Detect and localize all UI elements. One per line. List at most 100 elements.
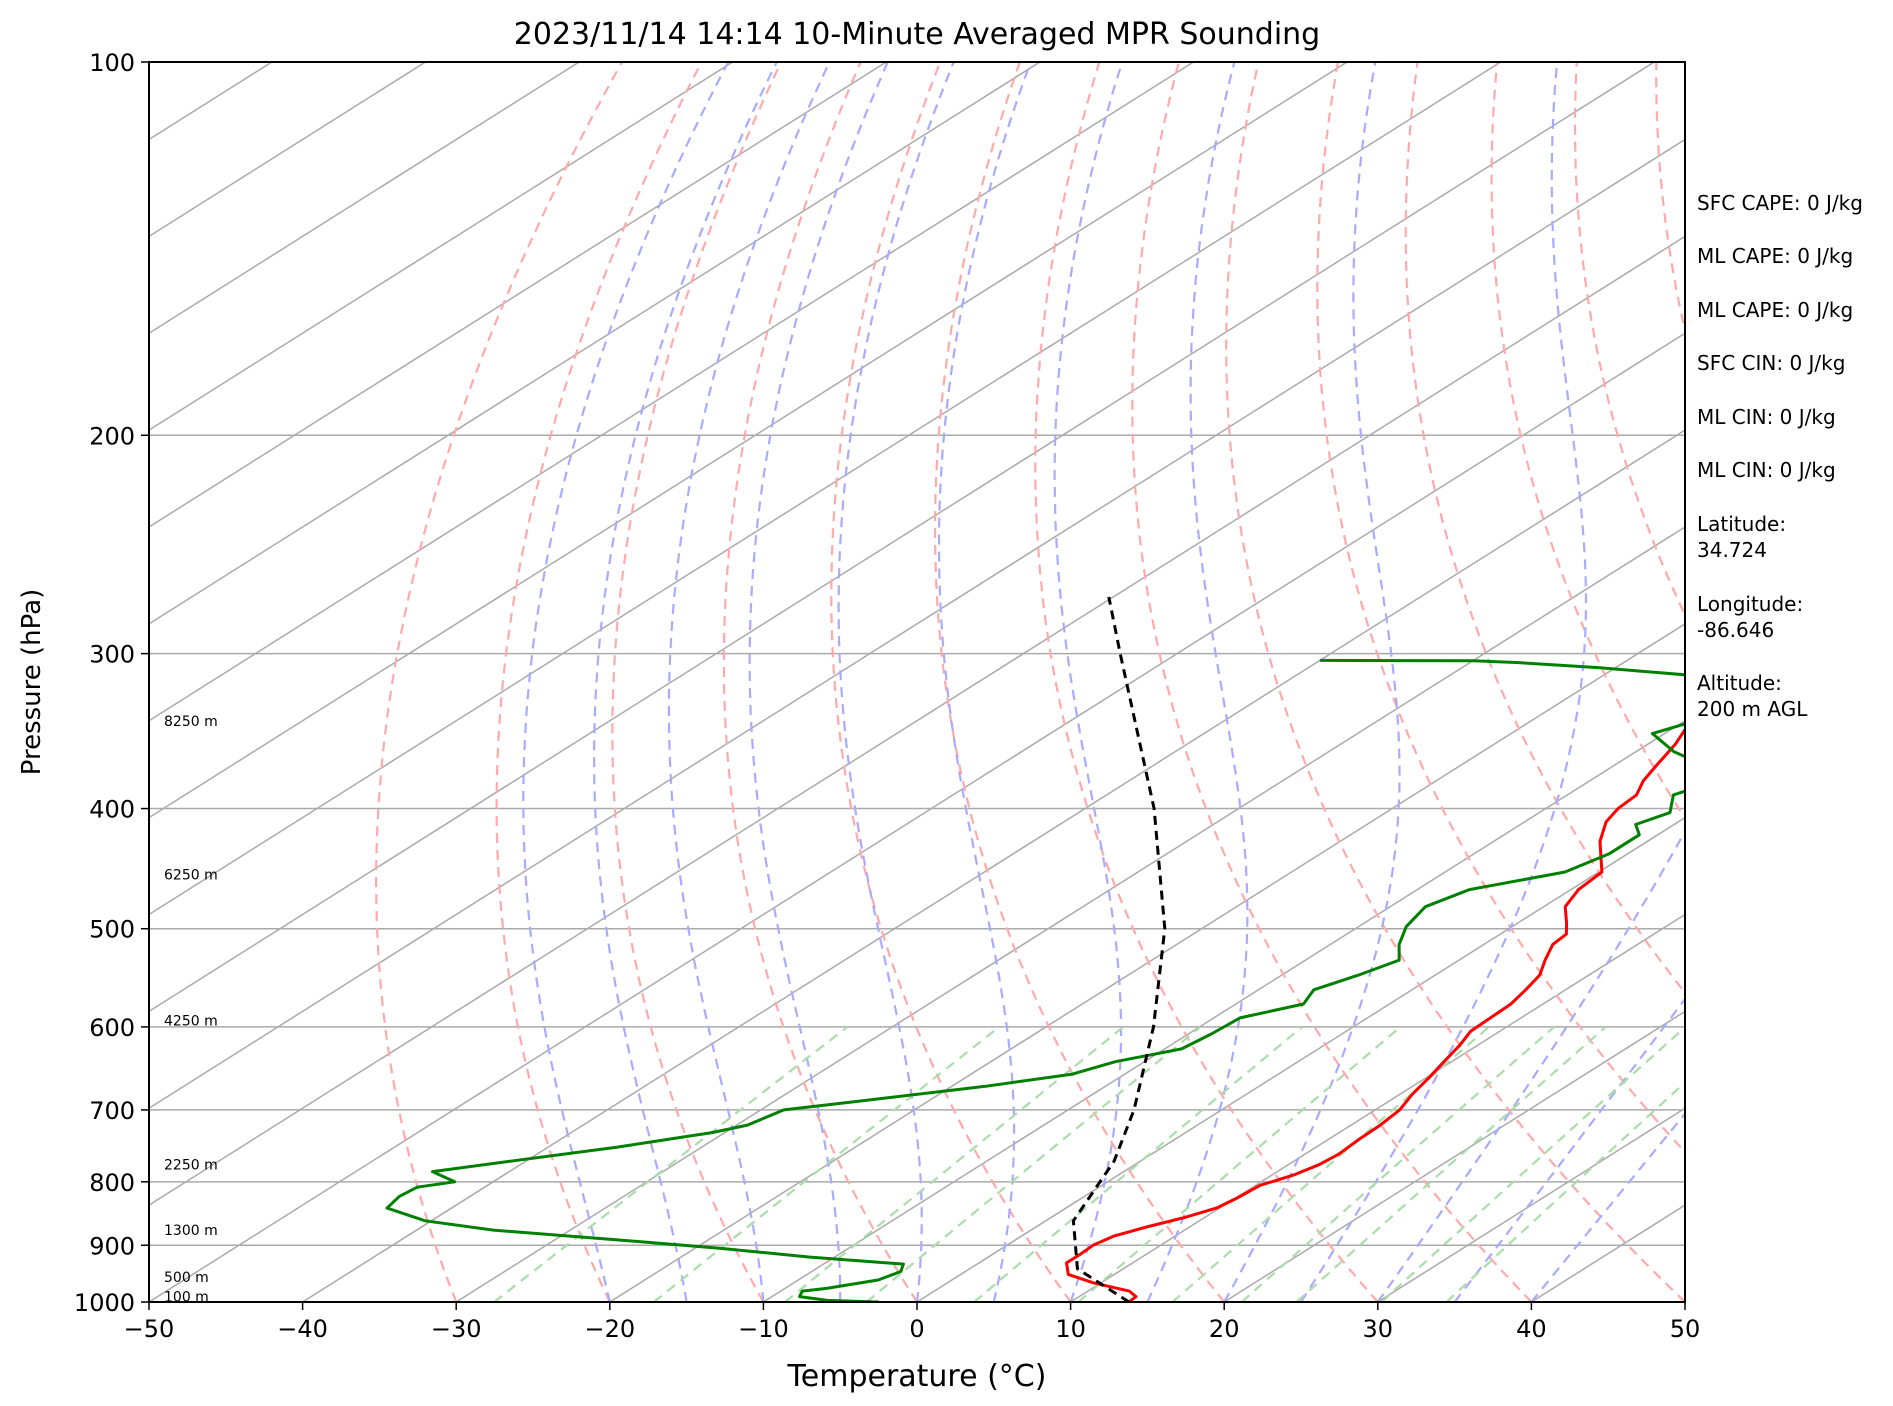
dry-adiabat (1131, 62, 1533, 1302)
height-label: 8250 m (164, 714, 218, 730)
height-label: 6250 m (164, 867, 218, 883)
chart-title: 2023/11/14 14:14 10-Minute Averaged MPR … (514, 17, 1320, 52)
info-item: ML CIN: 0 J/kg (1697, 405, 1836, 429)
mixing-ratio-line (1077, 1026, 1402, 1302)
isotherm-line (455, 526, 1685, 1302)
mixing-ratio-line (653, 1026, 1000, 1302)
y-tick-label: 100 (89, 49, 135, 77)
height-label: 100 m (164, 1290, 209, 1306)
x-tick-label: 20 (1209, 1315, 1240, 1343)
height-label: 2250 m (164, 1158, 218, 1174)
mixing-ratio-line (493, 1026, 849, 1302)
info-item: SFC CAPE: 0 J/kg (1697, 191, 1863, 215)
moist-adiabat (1146, 62, 1249, 1302)
moist-adiabat (1376, 829, 1685, 1302)
isotherm-line (149, 62, 887, 528)
dry-adiabat (611, 62, 783, 1302)
y-tick-label: 300 (89, 641, 135, 669)
x-axis-label: Temperature (°C) (787, 1359, 1047, 1394)
dry-adiabat (1225, 62, 1685, 1302)
isotherm-line (149, 62, 1041, 625)
moist-adiabat (1223, 62, 1401, 1302)
background-lines (149, 62, 1685, 1302)
moist-adiabat (837, 62, 955, 1302)
isotherm-line (149, 62, 1348, 819)
series-layer (385, 596, 1685, 1302)
isotherm-line (149, 332, 1685, 1302)
info-item: ML CAPE: 0 J/kg (1697, 244, 1853, 268)
y-tick-label: 700 (89, 1097, 135, 1125)
moist-adiabat (1453, 997, 1685, 1302)
mixing-ratio-line (1241, 1026, 1555, 1302)
isotherm-line (609, 622, 1685, 1302)
mixing-ratio-line (784, 1026, 1125, 1302)
y-axis-label: Pressure (hPa) (17, 589, 47, 776)
isotherm-line (149, 62, 1655, 1013)
info-item: 200 m AGL (1697, 697, 1808, 721)
info-item: SFC CIN: 0 J/kg (1697, 351, 1845, 375)
info-item: Longitude: (1697, 592, 1803, 616)
y-tick-label: 900 (89, 1232, 135, 1260)
dewpoint-line (385, 658, 1685, 1302)
height-labels: 100 m 500 m 1300 m 2250 m 4250 m 6250 m 8250 m (164, 714, 218, 1306)
x-tick-label: −30 (431, 1315, 482, 1343)
moist-adiabat (593, 62, 778, 1302)
x-tick-label: 50 (1670, 1315, 1701, 1343)
height-label: 4250 m (164, 1014, 218, 1030)
info-panel: SFC CAPE: 0 J/kg ML CAPE: 0 J/kg ML CAPE: … (1697, 191, 1863, 721)
dry-adiabat (1573, 62, 1685, 618)
isotherm-line (1223, 1010, 1685, 1302)
isotherm-line (302, 429, 1685, 1302)
y-tick-label: 1000 (74, 1289, 135, 1317)
isotherm-line (1070, 913, 1685, 1302)
mixing-ratio-line (1295, 1026, 1607, 1302)
parcel-line (1071, 596, 1167, 1302)
x-tick-label: −20 (584, 1315, 635, 1343)
mixing-ratio-line (973, 1026, 1303, 1302)
dry-adiabat (374, 62, 623, 1302)
dry-adiabat (933, 62, 1226, 1302)
y-tick-label: 500 (89, 916, 135, 944)
info-item: Altitude: (1697, 671, 1782, 695)
info-item: -86.646 (1697, 618, 1774, 642)
dry-adiabat (830, 62, 1072, 1302)
moist-adiabat (1300, 62, 1588, 1302)
dry-adiabat (1316, 62, 1685, 1154)
isotherm-line (762, 719, 1685, 1302)
mixing-ratio-line (1380, 1026, 1685, 1302)
height-label: 500 m (164, 1270, 209, 1286)
temperature-line (1065, 726, 1685, 1302)
y-tick-label: 200 (89, 422, 135, 450)
height-label: 1300 m (164, 1223, 218, 1239)
moist-adiabat (667, 62, 831, 1302)
x-tick-label: −40 (277, 1315, 328, 1343)
isotherm-line (916, 816, 1685, 1302)
isotherm-line (149, 62, 580, 335)
moist-adiabat (522, 62, 730, 1302)
x-tick-label: 40 (1516, 1315, 1547, 1343)
isotherm-line (149, 138, 1685, 1110)
x-tick-label: −50 (124, 1315, 175, 1343)
y-tick-label: 400 (89, 796, 135, 824)
dry-adiabat (722, 62, 918, 1302)
dry-adiabat (1404, 62, 1685, 995)
isotherm-line (149, 62, 1502, 916)
dry-adiabat (495, 62, 703, 1302)
mixing-ratio-line (865, 1026, 1202, 1302)
isotherm-line (149, 62, 1194, 722)
x-tick-label: −10 (738, 1315, 789, 1343)
moist-adiabat (748, 62, 889, 1302)
info-item: 34.724 (1697, 538, 1767, 562)
info-item: ML CIN: 0 J/kg (1697, 458, 1836, 482)
x-axis-ticks: −50 −40 −30 −20 −10 0 10 20 30 40 50 (124, 1302, 1701, 1343)
x-tick-label: 30 (1363, 1315, 1394, 1343)
isotherm-line (149, 62, 734, 432)
dry-adiabat (1490, 62, 1685, 821)
moist-adiabat (1053, 62, 1124, 1302)
y-tick-label: 800 (89, 1169, 135, 1197)
dry-adiabat (1655, 62, 1685, 336)
y-axis-ticks: 1000 900 800 700 600 500 400 300 200 100 (74, 49, 149, 1317)
isotherm-line (149, 235, 1685, 1207)
mixing-ratio-line (1445, 1081, 1685, 1302)
